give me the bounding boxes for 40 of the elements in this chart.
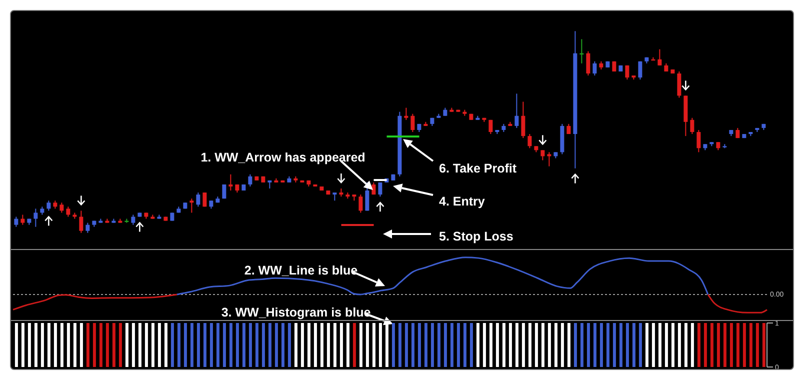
candlestick — [625, 64, 630, 80]
annotation: 2. WW_Line is blue — [244, 263, 358, 278]
annotation: 1. WW_Arrow has appeared — [200, 150, 366, 164]
candlestick — [528, 134, 532, 149]
candlestick — [228, 174, 233, 192]
candlestick — [690, 117, 694, 135]
candlestick — [514, 93, 519, 128]
candlestick — [14, 216, 18, 228]
candlestick — [488, 119, 493, 135]
candlestick — [358, 194, 363, 214]
candlestick — [677, 70, 682, 98]
annotation: 6. Take Profit — [439, 161, 518, 176]
candlestick — [378, 182, 382, 198]
annotation: 4. Entry — [439, 194, 485, 208]
candlestick — [521, 101, 526, 139]
candlestick — [365, 182, 370, 212]
candlestick — [20, 214, 25, 226]
candlestick — [658, 48, 662, 66]
candlestick — [66, 206, 70, 218]
candlestick — [586, 50, 590, 76]
candlestick — [404, 107, 408, 120]
candlestick — [60, 202, 64, 214]
annotation: 3. WW_Histogram is blue — [221, 305, 371, 320]
candlestick — [696, 129, 701, 153]
candlestick — [540, 150, 545, 161]
candlestick — [196, 192, 200, 208]
candlestick — [34, 208, 38, 228]
candlestick — [248, 174, 252, 187]
candlestick — [410, 113, 415, 132]
candlestick — [86, 222, 90, 234]
candlestick — [638, 60, 642, 80]
candlestick — [131, 214, 136, 226]
candlestick — [79, 210, 84, 234]
candlestick — [46, 200, 51, 212]
candlestick — [202, 192, 207, 208]
candlestick — [592, 60, 597, 76]
candlestick — [547, 152, 552, 167]
candlestick — [190, 198, 194, 214]
annotation: 5. Stop Loss — [439, 229, 514, 244]
candlestick — [372, 182, 376, 196]
